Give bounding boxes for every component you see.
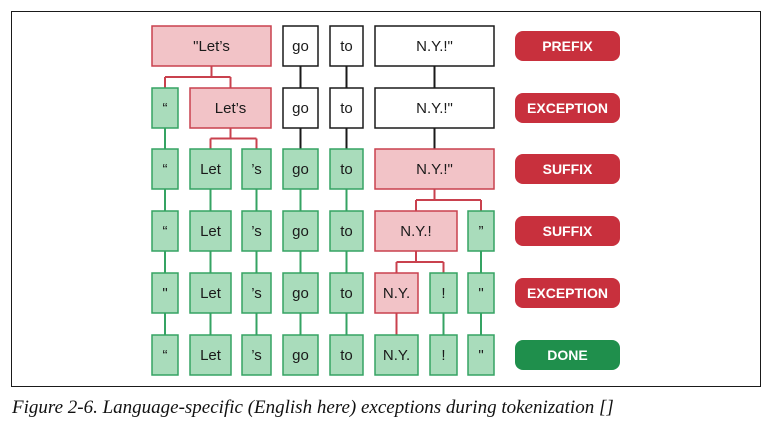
token-text-go: go bbox=[292, 223, 309, 240]
token-text-to: to bbox=[340, 347, 353, 364]
token-box-done bbox=[467, 272, 495, 314]
figure-frame: "Let’s go to N.Y.!" “Let’s go to N.Y.!" “Let’s go… bbox=[11, 11, 761, 387]
token-text-punct: ! bbox=[441, 347, 445, 364]
token-text-punct: " bbox=[478, 285, 483, 302]
token-box-done bbox=[329, 210, 364, 252]
token-text-NY: N.Y. bbox=[383, 285, 410, 302]
token-box-done bbox=[241, 272, 272, 314]
step-badge-label: EXCEPTION bbox=[527, 285, 608, 301]
token-text-NY: N.Y.! bbox=[400, 223, 431, 240]
token-box-done bbox=[282, 272, 319, 314]
connector-lines bbox=[164, 66, 482, 335]
token-box-done bbox=[151, 210, 179, 252]
token-box-done bbox=[241, 334, 272, 376]
step-badge-exception bbox=[515, 278, 620, 308]
token-boxes: "Let’s go to N.Y.!"“ Let’s go to N.Y.!"“ Let’s go… bbox=[151, 25, 495, 376]
token-text-to: to bbox=[340, 223, 353, 240]
token-box-pending bbox=[329, 87, 364, 129]
token-box-done bbox=[151, 148, 179, 190]
token-text-punct: “ bbox=[163, 223, 168, 240]
token-box-done bbox=[151, 87, 179, 129]
token-text-to: to bbox=[340, 38, 353, 55]
token-text-punct: " bbox=[478, 347, 483, 364]
token-text-punct: “ bbox=[163, 100, 168, 117]
token-text-Lets: Let’s bbox=[215, 100, 246, 117]
token-box-pending bbox=[329, 25, 364, 67]
token-text-s: ’s bbox=[251, 347, 262, 364]
token-box-done bbox=[329, 272, 364, 314]
token-text-Lets: "Let’s bbox=[193, 38, 230, 55]
token-text-punct: ” bbox=[479, 223, 484, 240]
token-box-split bbox=[374, 148, 495, 190]
token-text-go: go bbox=[292, 38, 309, 55]
step-badge-exception bbox=[515, 93, 620, 123]
step-badge-label: PREFIX bbox=[542, 38, 593, 54]
token-text-go: go bbox=[292, 161, 309, 178]
token-text-NY: N.Y. bbox=[383, 347, 410, 364]
token-box-done bbox=[189, 272, 232, 314]
token-box-done bbox=[282, 210, 319, 252]
token-text-go: go bbox=[292, 347, 309, 364]
token-box-pending bbox=[282, 87, 319, 129]
token-text-NY: N.Y.!" bbox=[416, 161, 453, 178]
step-badge-done bbox=[515, 340, 620, 370]
token-box-split bbox=[189, 87, 272, 129]
token-box-split bbox=[151, 25, 272, 67]
token-text-NY: N.Y.!" bbox=[416, 100, 453, 117]
token-box-done bbox=[374, 334, 419, 376]
token-box-pending bbox=[282, 25, 319, 67]
token-box-done bbox=[467, 210, 495, 252]
token-text-punct: “ bbox=[163, 347, 168, 364]
token-box-done bbox=[429, 334, 458, 376]
token-box-done bbox=[189, 334, 232, 376]
token-text-punct: ! bbox=[441, 285, 445, 302]
token-text-s: ’s bbox=[251, 223, 262, 240]
token-box-done bbox=[241, 148, 272, 190]
token-text-to: to bbox=[340, 161, 353, 178]
token-box-done bbox=[151, 272, 179, 314]
token-text-Let: Let bbox=[200, 347, 222, 364]
token-box-pending bbox=[374, 87, 495, 129]
token-text-NY: N.Y.!" bbox=[416, 38, 453, 55]
token-box-done bbox=[467, 334, 495, 376]
token-box-done bbox=[189, 148, 232, 190]
token-box-split bbox=[374, 210, 458, 252]
token-text-punct: " bbox=[162, 285, 167, 302]
token-box-done bbox=[241, 210, 272, 252]
token-text-s: ’s bbox=[251, 161, 262, 178]
step-badge-label: SUFFIX bbox=[543, 161, 593, 177]
token-text-Let: Let bbox=[200, 161, 222, 178]
step-badge-suffix bbox=[515, 216, 620, 246]
token-box-split bbox=[374, 272, 419, 314]
token-text-Let: Let bbox=[200, 223, 222, 240]
step-badge-label: SUFFIX bbox=[543, 223, 593, 239]
token-box-done bbox=[282, 148, 319, 190]
token-box-done bbox=[329, 148, 364, 190]
token-box-done bbox=[189, 210, 232, 252]
token-text-punct: “ bbox=[163, 161, 168, 178]
step-badge-label: DONE bbox=[547, 347, 587, 363]
token-text-go: go bbox=[292, 285, 309, 302]
token-text-to: to bbox=[340, 100, 353, 117]
token-box-done bbox=[429, 272, 458, 314]
token-box-done bbox=[282, 334, 319, 376]
token-text-go: go bbox=[292, 100, 309, 117]
token-box-pending bbox=[374, 25, 495, 67]
token-text-Let: Let bbox=[200, 285, 222, 302]
step-badge-prefix bbox=[515, 31, 620, 61]
token-box-done bbox=[151, 334, 179, 376]
figure-caption: Figure 2-6. Language-specific (English h… bbox=[12, 397, 614, 418]
tokenization-diagram: "Let’s go to N.Y.!"“ Let’s go to N.Y.!"“ Let’s go… bbox=[151, 25, 620, 376]
step-badges: PREFIX EXCEPTION SUFFIX SUFFIX EXCEPTION DONE bbox=[515, 31, 620, 370]
step-badge-suffix bbox=[515, 154, 620, 184]
step-badge-label: EXCEPTION bbox=[527, 100, 608, 116]
token-text-to: to bbox=[340, 285, 353, 302]
token-box-done bbox=[329, 334, 364, 376]
token-text-s: ’s bbox=[251, 285, 262, 302]
